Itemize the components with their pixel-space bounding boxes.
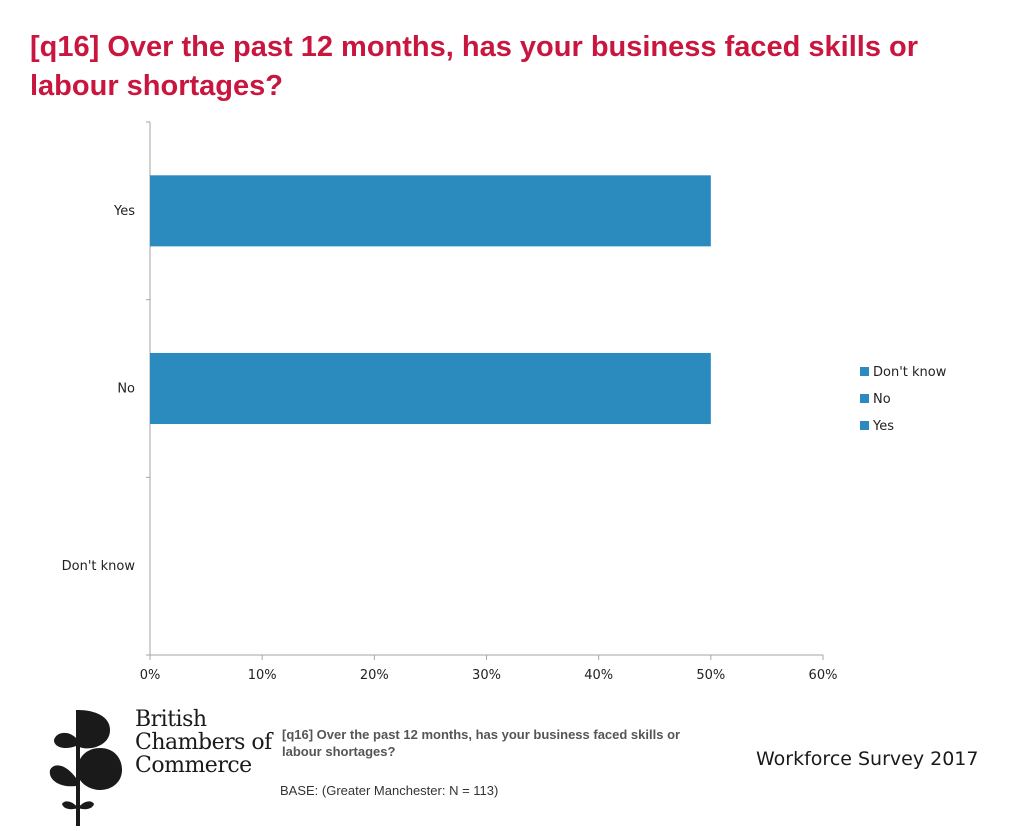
logo-wordmark: British Chambers of Commerce [135,708,272,777]
legend-swatch [860,367,869,376]
x-tick-label: 50% [696,668,725,683]
bar-chart: Yes No Don't know 0% 10% 20% 30% 40% 50% 60% Don… [62,121,947,683]
legend-swatch [860,394,869,403]
page-title: [q16] Over the past 12 months, has your … [30,31,919,102]
x-tick-label: 10% [248,668,277,683]
logo-line-2: Chambers of [135,730,272,755]
bar-yes [150,175,711,247]
legend-swatch [860,421,869,430]
chart-bars [150,175,711,425]
survey-name: Workforce Survey 2017 [756,748,979,770]
x-tick-labels: 0% 10% 20% 30% 40% 50% 60% [140,668,838,683]
bcc-logo: British Chambers of Commerce [48,708,278,826]
x-tick-label: 60% [809,668,838,683]
legend-label: Don't know [873,365,947,380]
category-label: Don't know [62,559,136,574]
footer-question: [q16] Over the past 12 months, has your … [282,727,681,759]
logo-line-3: Commerce [135,753,252,778]
footer-base: BASE: (Greater Manchester: N = 113) [280,783,499,798]
chart-legend: Don't know No Yes [860,365,947,434]
legend-label: Yes [872,419,894,434]
category-label: No [117,382,135,397]
category-label: Yes [113,204,135,219]
x-tick-label: 30% [472,668,501,683]
x-tick-label: 40% [584,668,613,683]
logo-line-1: British [135,707,207,732]
x-tick-label: 0% [140,668,161,683]
category-labels: Yes No Don't know [62,204,136,574]
plant-icon [49,710,122,826]
x-tick-label: 20% [360,668,389,683]
bar-no [150,352,711,425]
legend-label: No [873,392,891,407]
